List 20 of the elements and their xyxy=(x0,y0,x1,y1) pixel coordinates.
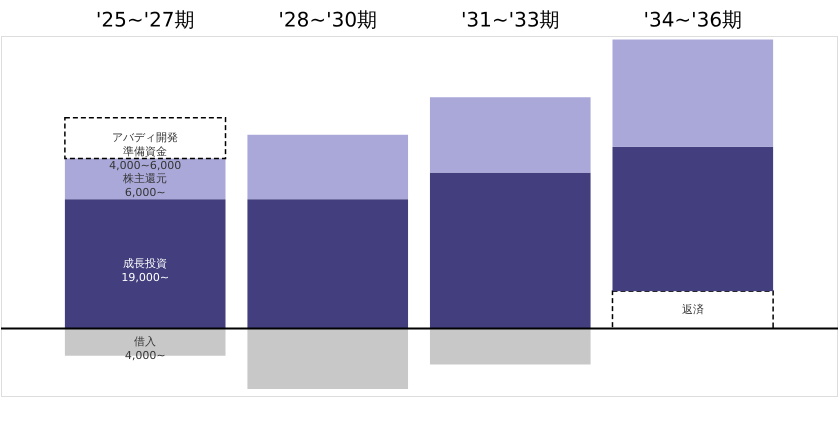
data-label: 返済 xyxy=(682,302,704,316)
bar xyxy=(430,172,591,328)
data-label: 株主還元 6,000~ xyxy=(122,172,168,199)
x-tick-label: '25~'27期 xyxy=(96,8,195,32)
bar xyxy=(247,199,408,328)
bar xyxy=(64,158,226,200)
bar xyxy=(430,97,591,173)
bar xyxy=(430,328,591,365)
x-tick-label: '31~'33期 xyxy=(460,8,560,32)
x-tick-label: '34~'36期 xyxy=(643,8,742,32)
x-tick-label: '28~'30期 xyxy=(278,8,378,32)
data-label: 成長投資 19,000~ xyxy=(121,256,170,284)
bar xyxy=(612,146,774,292)
bar xyxy=(247,134,408,200)
bar xyxy=(64,199,226,328)
data-label: アバディ開発準備資金 4,000~6,000 xyxy=(109,131,182,172)
bar xyxy=(64,116,226,160)
bar xyxy=(612,39,774,147)
bar xyxy=(247,328,408,390)
data-label: 借入 4,000~ xyxy=(124,335,166,362)
